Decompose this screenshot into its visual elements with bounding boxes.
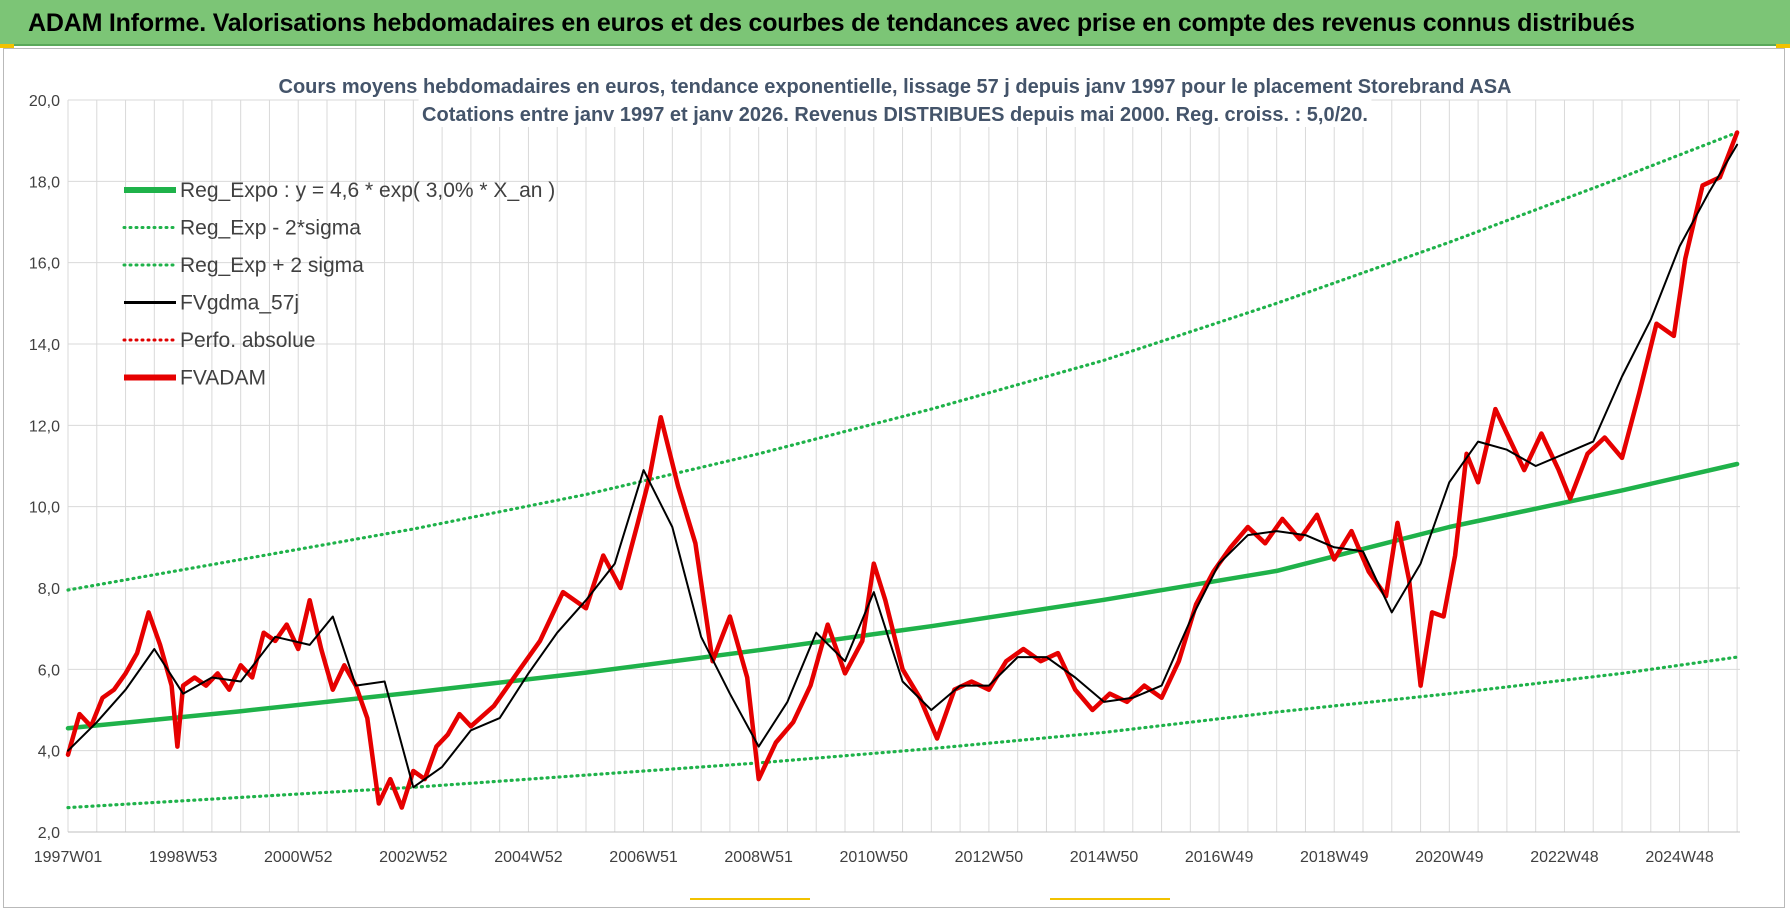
x-tick-label: 2004W52 xyxy=(494,849,563,866)
corner-mark-top-right xyxy=(1776,44,1790,48)
report-title: ADAM Informe. Valorisations hebdomadaire… xyxy=(28,9,1635,37)
y-tick-label: 20,0 xyxy=(29,93,60,110)
y-tick-label: 18,0 xyxy=(29,174,60,191)
grid xyxy=(67,99,1740,833)
legend[interactable]: Reg_Expo : y = 4,6 * exp( 3,0% * X_an ) R… xyxy=(122,179,555,390)
series-line-0 xyxy=(65,461,1740,731)
y-tick-label: 12,0 xyxy=(29,418,60,435)
x-tick-label: 2006W51 xyxy=(609,849,678,866)
title-backdrop xyxy=(418,99,1372,127)
y-tick-label: 14,0 xyxy=(29,337,60,354)
corner-mark-bottom-left xyxy=(690,898,810,900)
chart-title: Cours moyens hebdomadaires en euros, ten… xyxy=(279,71,1512,127)
x-tick-label: 2022W48 xyxy=(1530,849,1599,866)
x-tick-label: 2016W49 xyxy=(1185,849,1254,866)
x-tick-label: 2002W52 xyxy=(379,849,448,866)
series-line-2 xyxy=(66,130,1739,592)
legend-entry-2[interactable]: Reg_Exp + 2 sigma xyxy=(180,254,364,277)
axes: 2,0 4,0 6,0 8,0 10,0 12,0 14,0 16,0 18,0 20,0 1997… xyxy=(29,93,1740,866)
legend-entry-4[interactable]: Perfo. absolue xyxy=(180,329,315,352)
series-layer xyxy=(65,130,1740,810)
report-banner: ADAM Informe. Valorisations hebdomadaire… xyxy=(0,0,1790,46)
x-tick-label: 2000W52 xyxy=(264,849,333,866)
y-tick-label: 8,0 xyxy=(38,581,60,598)
title-backdrop xyxy=(293,71,1497,99)
x-tick-label: 2024W48 xyxy=(1645,849,1714,866)
legend-entry-0[interactable]: Reg_Expo : y = 4,6 * exp( 3,0% * X_an ) xyxy=(180,179,555,202)
y-tick-label: 16,0 xyxy=(29,256,60,273)
y-tick-label: 10,0 xyxy=(29,500,60,517)
y-tick-label: 4,0 xyxy=(38,744,60,761)
x-tick-label: 1997W01 xyxy=(34,849,103,866)
x-tick-label: 2018W49 xyxy=(1300,849,1369,866)
corner-mark-bottom-right xyxy=(1050,898,1170,900)
corner-mark-top-left xyxy=(0,44,14,48)
chart-title-line-1: Cours moyens hebdomadaires en euros, ten… xyxy=(279,76,1512,98)
chart-title-line-2: Cotations entre janv 1997 et janv 2026. … xyxy=(422,104,1368,126)
series-line-1 xyxy=(66,655,1739,810)
legend-entry-3[interactable]: FVgdma_57j xyxy=(180,292,299,315)
x-tick-label: 2012W50 xyxy=(955,849,1024,866)
chart-frame xyxy=(3,48,1785,908)
x-tick-label: 2008W51 xyxy=(724,849,793,866)
x-tick-label: 2010W50 xyxy=(840,849,909,866)
x-tick-label: 1998W53 xyxy=(149,849,218,866)
legend-entry-5[interactable]: FVADAM xyxy=(180,367,266,390)
x-tick-label: 2014W50 xyxy=(1070,849,1139,866)
legend-entry-1[interactable]: Reg_Exp - 2*sigma xyxy=(180,217,361,240)
x-tick-label: 2020W49 xyxy=(1415,849,1484,866)
series-line-3 xyxy=(67,143,1739,789)
y-tick-label: 2,0 xyxy=(38,825,60,842)
y-tick-label: 6,0 xyxy=(38,662,60,679)
